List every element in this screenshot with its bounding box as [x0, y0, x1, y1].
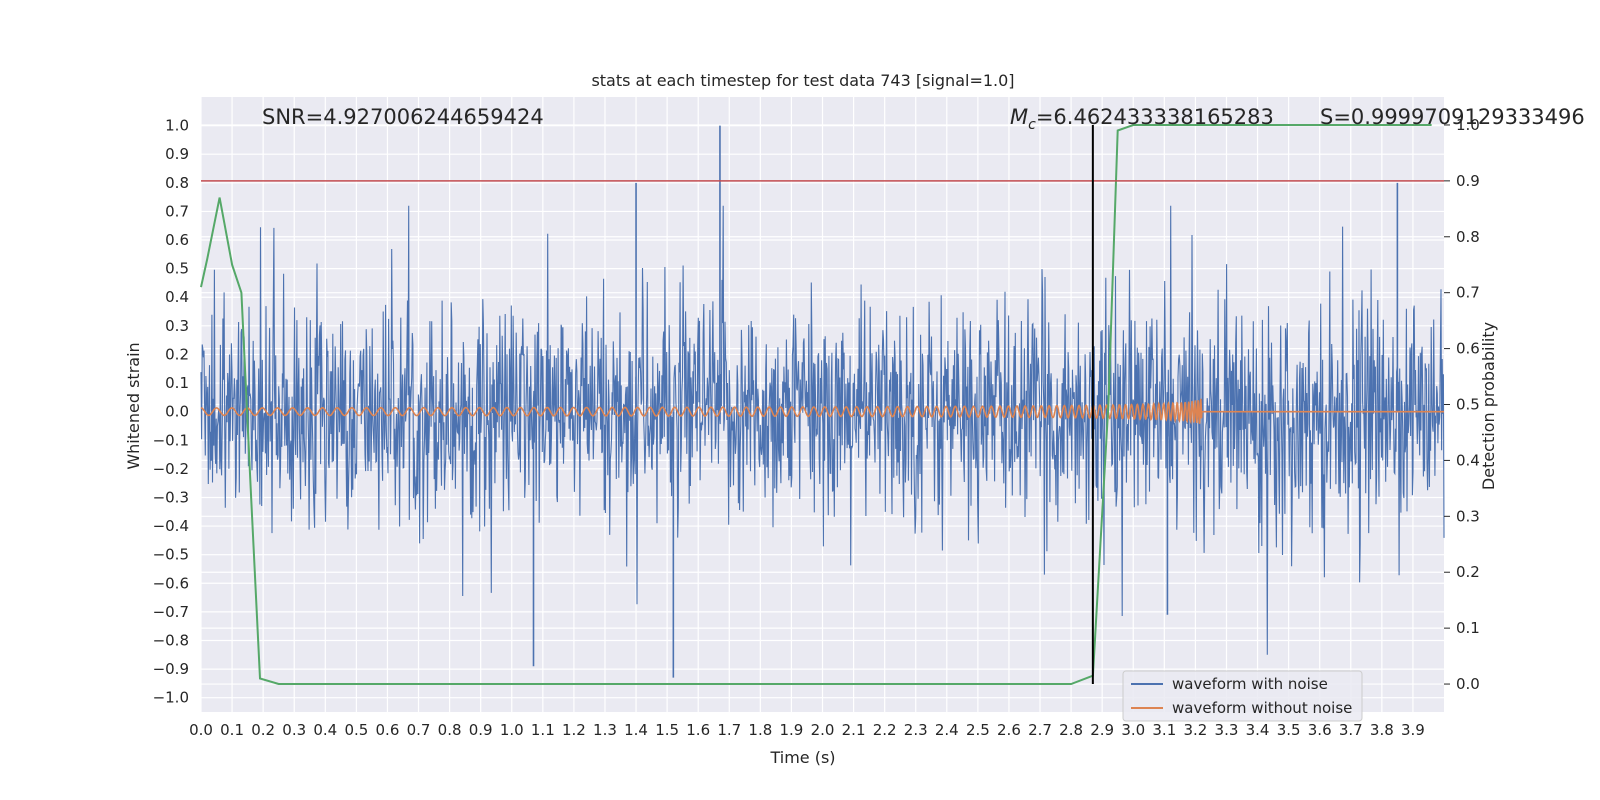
x-tick-label: 3.4: [1246, 721, 1270, 739]
legend: waveform with noise waveform without noi…: [1122, 670, 1363, 722]
y2-tick-label: 0.9: [1456, 172, 1480, 190]
x-tick-label: 2.1: [842, 721, 866, 739]
x-tick-label: 0.8: [438, 721, 462, 739]
x-tick-label: 2.8: [1059, 721, 1083, 739]
y2-tick-label: 0.0: [1456, 675, 1480, 693]
x-tick-label: 3.1: [1152, 721, 1176, 739]
y-tick-label: −0.4: [153, 517, 189, 535]
y2-tick-label: 0.8: [1456, 228, 1480, 246]
y-tick-label: 0.1: [165, 374, 189, 392]
y2-tick-label: 0.7: [1456, 284, 1480, 302]
y-tick-label: −0.1: [153, 431, 189, 449]
x-tick-label: 2.6: [997, 721, 1021, 739]
y2-tick-label: 0.3: [1456, 507, 1480, 525]
x-tick-label: 0.7: [407, 721, 431, 739]
x-tick-label: 2.0: [811, 721, 835, 739]
x-tick-label: 2.7: [1028, 721, 1052, 739]
y-axis-label: Whitened strain: [124, 342, 143, 469]
x-tick-label: 1.4: [624, 721, 648, 739]
x-tick-label: 1.9: [779, 721, 803, 739]
y2-tick-label: 0.1: [1456, 619, 1480, 637]
x-tick-label: 0.3: [282, 721, 306, 739]
x-tick-label: 1.1: [531, 721, 555, 739]
y-tick-label: −0.7: [153, 603, 189, 621]
x-tick-labels: 0.0 0.1 0.2 0.3 0.4 0.5 0.6 0.7 0.8 0.9 1.0 1.1 1.2 1…: [189, 721, 1425, 739]
y-tick-label: 0.5: [165, 260, 189, 278]
y2-tick-label: 0.2: [1456, 563, 1480, 581]
y-tick-label: −1.0: [153, 689, 189, 707]
y-tick-label: 0.6: [165, 231, 189, 249]
x-tick-label: 2.9: [1090, 721, 1114, 739]
x-tick-label: 0.9: [469, 721, 493, 739]
chirp-mass-annotation: Mc=6.462433338165283: [1010, 105, 1274, 133]
y-tick-label: −0.5: [153, 546, 189, 564]
x-tick-label: 2.3: [904, 721, 928, 739]
y-tick-label: 0.4: [165, 288, 189, 306]
x-tick-label: 1.7: [717, 721, 741, 739]
x-tick-label: 3.2: [1183, 721, 1207, 739]
y-tick-label: −0.8: [153, 631, 189, 649]
x-tick-label: 1.2: [562, 721, 586, 739]
x-tick-label: 3.9: [1401, 721, 1425, 739]
chirp-mass-subscript: c: [1028, 117, 1036, 133]
x-tick-label: 0.2: [251, 721, 275, 739]
y-tick-label: −0.6: [153, 574, 189, 592]
x-tick-label: 3.8: [1370, 721, 1394, 739]
x-tick-label: 1.8: [748, 721, 772, 739]
y-tick-labels: 1.0 0.9 0.8 0.7 0.6 0.5 0.4 0.3 0.2 0.1 0.0 −0.1 −0.…: [153, 117, 189, 707]
x-tick-label: 2.5: [966, 721, 990, 739]
y2-tick-label: 0.6: [1456, 340, 1480, 358]
y2-tick-label: 0.4: [1456, 451, 1480, 469]
y-tick-label: 0.2: [165, 345, 189, 363]
legend-entry-clean: waveform without noise: [1172, 699, 1352, 717]
y-tick-label: −0.3: [153, 488, 189, 506]
series-line-probability: [200, 124, 1432, 685]
y-tick-label: −0.9: [153, 660, 189, 678]
x-tick-label: 3.5: [1277, 721, 1301, 739]
x-tick-label: 0.4: [313, 721, 337, 739]
x-tick-label: 0.6: [376, 721, 400, 739]
x-tick-label: 0.0: [189, 721, 213, 739]
x-tick-label: 1.3: [593, 721, 617, 739]
y2-tick-label: 0.5: [1456, 396, 1480, 414]
y-tick-label: 0.7: [165, 202, 189, 220]
series-line-noise: [200, 205, 1445, 655]
x-tick-label: 2.2: [873, 721, 897, 739]
y-tick-label: 0.0: [165, 403, 189, 421]
x-tick-label: 3.6: [1308, 721, 1332, 739]
y2-axis-label: Detection probability: [1479, 322, 1498, 490]
series-layer: [200, 124, 1445, 685]
chirp-mass-value: =6.462433338165283: [1036, 105, 1274, 129]
x-tick-label: 2.4: [935, 721, 959, 739]
x-tick-label: 1.6: [686, 721, 710, 739]
y-tick-label: 0.8: [165, 174, 189, 192]
s-annotation: S=0.9999709129333496: [1320, 105, 1585, 129]
legend-entry-noise: waveform with noise: [1172, 675, 1328, 693]
y-tick-label: −0.2: [153, 460, 189, 478]
x-axis-label: Time (s): [769, 748, 835, 767]
x-tick-label: 3.7: [1339, 721, 1363, 739]
x-tick-label: 1.0: [500, 721, 524, 739]
x-tick-label: 0.5: [344, 721, 368, 739]
chirp-mass-symbol: M: [1010, 105, 1028, 129]
y-tick-label: 0.3: [165, 317, 189, 335]
x-tick-label: 0.1: [220, 721, 244, 739]
y-tick-label: 0.9: [165, 145, 189, 163]
y-tick-label: 1.0: [165, 117, 189, 135]
y2-tick-label: 1.0: [1456, 116, 1480, 134]
x-tick-label: 1.5: [655, 721, 679, 739]
legend-box: [1122, 670, 1363, 722]
x-tick-label: 3.0: [1121, 721, 1145, 739]
snr-annotation: SNR=4.927006244659424: [262, 105, 544, 129]
chart-title: stats at each timestep for test data 743…: [591, 71, 1014, 90]
y2-tick-labels: 1.0 0.9 0.8 0.7 0.6 0.5 0.4 0.3 0.2 0.1 0.0: [1444, 116, 1480, 693]
series-line-clean: [200, 398, 1444, 425]
x-tick-label: 3.3: [1215, 721, 1239, 739]
